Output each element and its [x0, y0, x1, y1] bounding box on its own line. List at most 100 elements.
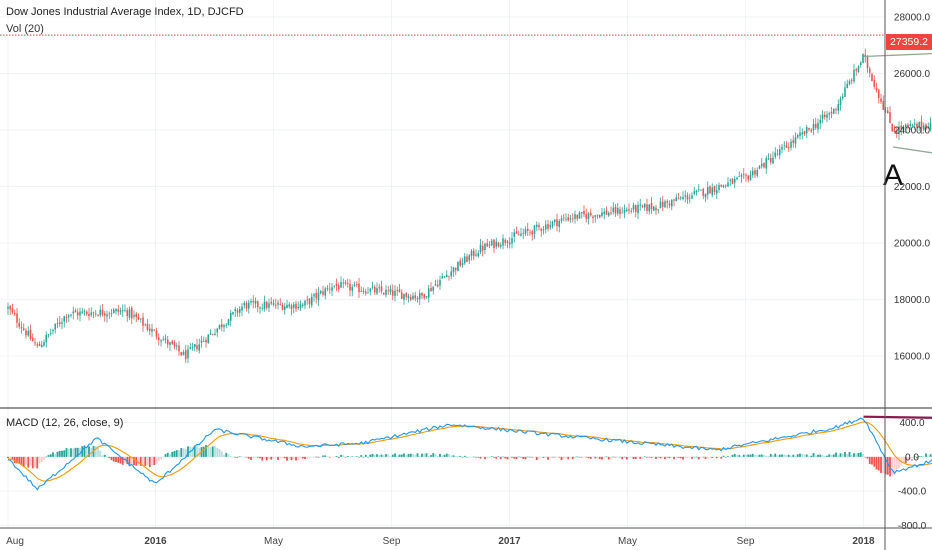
candle-body [229, 313, 232, 321]
candle-body [337, 285, 340, 290]
candle-body [585, 214, 588, 219]
macd-histogram-bar [119, 456, 122, 464]
macd-histogram-bar [504, 456, 507, 459]
macd-histogram-bar [526, 456, 529, 458]
candle-body [391, 290, 394, 296]
candle-body [434, 284, 437, 286]
macd-histogram-bar [835, 452, 837, 457]
macd-histogram-bar [171, 451, 174, 457]
candle-body [265, 301, 268, 308]
candle-body [385, 289, 387, 296]
macd-histogram-bar [542, 456, 545, 458]
candle-body [709, 186, 711, 194]
candle-body [495, 241, 498, 247]
macd-histogram-bar [877, 456, 880, 471]
macd-histogram-bar [225, 452, 228, 457]
macd-histogram-bar [360, 455, 363, 457]
candle-body [657, 209, 660, 211]
macd-histogram-bar [461, 456, 464, 458]
candle-body [508, 242, 511, 245]
macd-histogram-bar [700, 456, 702, 458]
macd-histogram-bar [583, 456, 585, 458]
candle-body [637, 204, 639, 214]
macd-histogram-bar [211, 446, 214, 457]
candle-body [848, 80, 851, 85]
macd-histogram-bar [292, 456, 295, 460]
candle-body [34, 342, 36, 344]
candle-body [353, 284, 356, 287]
candle-body [677, 198, 680, 200]
candle-body [778, 149, 781, 156]
macd-histogram-bar [313, 456, 315, 458]
candle-body [801, 132, 804, 135]
candle-body [288, 304, 291, 307]
macd-histogram-bar [259, 456, 261, 459]
price-pane[interactable]: ABCD?E? [7, 0, 932, 364]
candle-body [592, 216, 594, 219]
macd-histogram-bar [558, 456, 561, 458]
candle-body [632, 205, 635, 210]
macd-histogram-bar [380, 454, 383, 457]
macd-histogram-bar [88, 446, 90, 457]
candle-body [63, 316, 66, 322]
macd-histogram-bar [571, 456, 574, 460]
candle-body [218, 324, 221, 329]
macd-histogram-bar [178, 450, 180, 457]
candle-body [628, 209, 630, 211]
macd-histogram-bar [160, 456, 162, 460]
candle-body [754, 170, 756, 175]
macd-histogram-bar [214, 446, 216, 457]
macd-histogram-bar [67, 448, 70, 457]
macd-legend: MACD (12, 26, close, 9) [6, 417, 124, 429]
macd-histogram-bar [29, 456, 32, 466]
candle-body [92, 312, 95, 314]
macd-histogram-bar [778, 454, 781, 457]
macd-histogram-bar [850, 454, 853, 457]
macd-histogram-bar [506, 456, 509, 460]
candle-body [589, 212, 592, 216]
candle-body [94, 313, 97, 315]
macd-histogram-bar [706, 456, 709, 459]
macd-histogram-bar [236, 456, 239, 458]
candle-body [360, 291, 363, 292]
candle-body [488, 244, 491, 246]
macd-histogram-bar [873, 456, 876, 467]
macd-histogram-bar [31, 456, 34, 469]
macd-pane[interactable] [7, 415, 932, 516]
candle-body [349, 283, 351, 291]
candle-body [11, 308, 14, 313]
candle-body [466, 256, 468, 262]
macd-histogram-bar [52, 452, 54, 457]
macd-histogram-bar [49, 454, 52, 457]
macd-histogram-bar [270, 456, 273, 460]
macd-histogram-bar [85, 447, 88, 457]
candle-body [65, 317, 68, 319]
candle-body [450, 271, 453, 277]
macd-histogram-bar [349, 456, 351, 458]
macd-histogram-bar [274, 456, 277, 458]
candle-body [369, 288, 372, 292]
candle-body [522, 232, 525, 234]
macd-histogram-bar [124, 456, 126, 463]
candle-body [643, 203, 646, 208]
macd-histogram-bar [868, 456, 871, 464]
candle-body [299, 304, 302, 309]
macd-histogram-bar [400, 454, 403, 457]
macd-histogram-bar [763, 454, 765, 457]
macd-histogram-bar [841, 453, 844, 457]
candle-body [292, 304, 295, 308]
candle-body [319, 290, 322, 294]
candle-body [115, 308, 117, 312]
candle-body [828, 113, 831, 115]
macd-histogram-bar [346, 456, 349, 457]
candle-body [913, 123, 916, 125]
macd-histogram-bar [121, 456, 124, 465]
macd-histogram-bar [9, 456, 12, 458]
candle-body [448, 276, 450, 278]
price-tick-label: 18000.0 [894, 295, 931, 306]
macd-histogram-bar [369, 454, 372, 457]
candle-body [733, 179, 736, 183]
macd-histogram-bar [297, 456, 300, 461]
volume-legend: Vol (20) [6, 23, 44, 35]
